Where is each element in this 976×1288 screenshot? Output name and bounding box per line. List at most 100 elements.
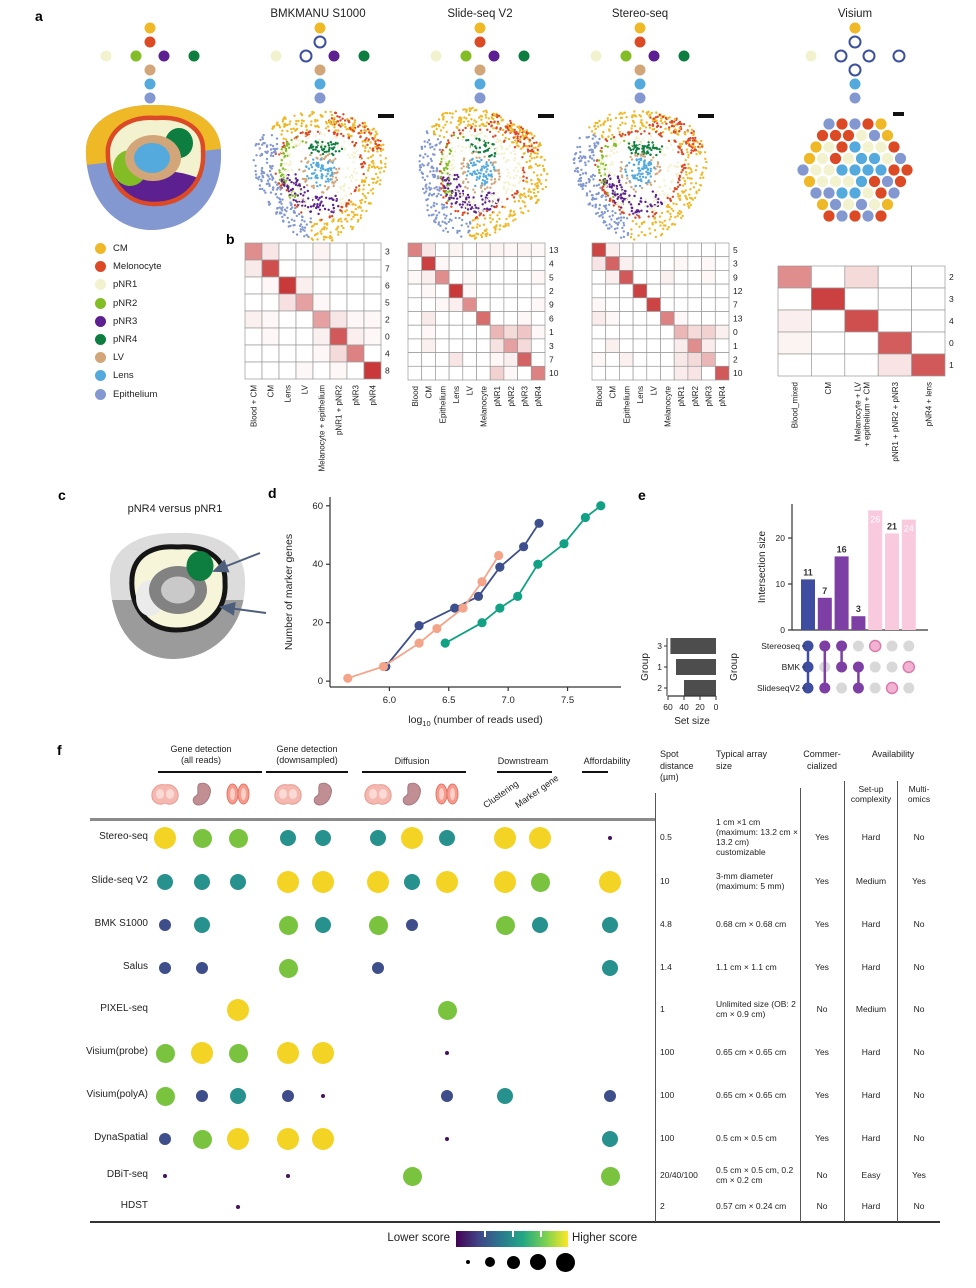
score-dot xyxy=(159,962,171,974)
spatial-map-bmk xyxy=(252,110,388,242)
score-dot xyxy=(155,1043,175,1063)
tissue-icon-brain xyxy=(151,784,179,805)
score-dot xyxy=(227,1128,249,1150)
header-typical-array-size: Typical array size xyxy=(716,749,768,771)
svg-text:0: 0 xyxy=(780,625,785,635)
score-dot xyxy=(157,874,173,890)
score-dot xyxy=(494,827,516,849)
score-dot xyxy=(282,1090,294,1102)
legend-label: CM xyxy=(113,243,128,254)
score-dot xyxy=(494,871,516,893)
svg-text:4: 4 xyxy=(949,316,954,326)
svg-text:20: 20 xyxy=(776,533,786,543)
multi-omics-value: No xyxy=(913,1133,925,1144)
legend-swatch xyxy=(95,333,106,345)
setup-complexity-value: Hard xyxy=(861,1201,881,1212)
array-size-value: 0.68 cm × 0.68 cm xyxy=(716,919,787,930)
svg-text:20: 20 xyxy=(695,702,705,712)
score-dot xyxy=(194,917,210,933)
score-dot xyxy=(600,1166,620,1186)
size-legend-dot xyxy=(506,1255,520,1269)
svg-text:BMK: BMK xyxy=(782,662,801,672)
setup-complexity-value: Hard xyxy=(861,1047,881,1058)
score-dot xyxy=(315,917,331,933)
commercialized-value: Yes xyxy=(815,832,829,843)
header-underline xyxy=(362,771,466,773)
svg-text:11: 11 xyxy=(803,567,813,577)
svg-text:2: 2 xyxy=(385,315,390,325)
cluster-tree-slideseq xyxy=(430,22,530,104)
svg-text:2: 2 xyxy=(949,272,954,282)
legend-item-melonocyte: Melonocyte xyxy=(95,259,225,274)
svg-text:2: 2 xyxy=(549,286,554,296)
score-dot xyxy=(312,1128,334,1150)
svg-text:12: 12 xyxy=(733,286,743,296)
eye-cartoon-reference xyxy=(85,104,222,230)
svg-text:Blood + CM: Blood + CM xyxy=(250,385,259,427)
svg-text:40: 40 xyxy=(679,702,689,712)
svg-text:24: 24 xyxy=(904,524,914,534)
svg-text:CM: CM xyxy=(425,386,434,399)
svg-text:Melanocyte + LV+ epithelium +: Melanocyte + LV+ epithelium + CM xyxy=(854,381,872,447)
spot-distance-value: 0.5 xyxy=(660,832,672,843)
legend-swatch xyxy=(95,370,106,382)
heatmap-bmk: 3 7 6 5 2 0 4 8 Blood + CM CM Lens LV Melanocyte + e… xyxy=(244,242,390,472)
setup-complexity-value: Hard xyxy=(861,962,881,973)
panel-f-label: f xyxy=(57,742,62,758)
svg-text:Set size: Set size xyxy=(674,716,710,727)
header-commercialized: Commer-cialized xyxy=(803,749,841,771)
cluster-tree-visium xyxy=(805,22,906,104)
header-underline xyxy=(158,771,262,773)
tissue-icon-brain xyxy=(364,784,392,805)
legend-label: pNR3 xyxy=(113,315,138,327)
commercialized-value: No xyxy=(816,1170,828,1181)
setup-complexity-value: Easy xyxy=(861,1170,881,1181)
header-underline xyxy=(497,771,552,773)
svg-text:3: 3 xyxy=(549,341,554,351)
downstream-marker-gene-label: Marker gene xyxy=(513,772,561,810)
cell-type-legend: CM Melonocyte pNR1 pNR2 pNR3 pNR4 LV Lens Epithe… xyxy=(95,241,225,405)
tech-label: Stereo-seq xyxy=(99,831,148,842)
score-dot xyxy=(602,917,618,933)
legend-swatch xyxy=(95,388,106,400)
score-dot xyxy=(370,830,386,846)
group-header-downstream: Downstream xyxy=(497,756,549,766)
tech-label: Salus xyxy=(122,961,148,972)
title-stereo-seq: Stereo-seq xyxy=(611,8,669,20)
score-dot xyxy=(192,1129,212,1149)
setup-complexity-value: Hard xyxy=(861,1133,881,1144)
svg-text:13: 13 xyxy=(549,245,559,255)
legend-label: pNR1 xyxy=(113,279,138,291)
legend-label: pNR4 xyxy=(113,333,138,345)
svg-text:3: 3 xyxy=(385,247,390,257)
score-dot xyxy=(495,915,515,935)
svg-text:pNR1 + pNR2: pNR1 + pNR2 xyxy=(335,384,344,435)
table-divider xyxy=(655,793,656,1222)
commercialized-value: Yes xyxy=(815,876,829,887)
svg-text:2: 2 xyxy=(733,354,738,364)
tech-label: DBiT-seq xyxy=(106,1169,148,1180)
svg-text:4: 4 xyxy=(385,349,390,359)
svg-text:Number of marker genes: Number of marker genes xyxy=(283,534,295,650)
header-spot-distance: Spot distance (µm) xyxy=(660,749,694,782)
score-dot xyxy=(404,874,420,890)
svg-text:10: 10 xyxy=(733,368,743,378)
svg-text:CM: CM xyxy=(609,386,618,399)
legend-label: Lens xyxy=(113,370,134,382)
marker-genes-chart: 0 20 40 60 6.0 6.5 7.0 7.5 Number of marker gene… xyxy=(283,497,621,728)
commercialized-value: Yes xyxy=(815,919,829,930)
title-visium: Visium xyxy=(837,8,873,20)
svg-text:6.5: 6.5 xyxy=(442,695,455,706)
svg-text:8: 8 xyxy=(385,366,390,376)
legend-item-lv: LV xyxy=(95,350,225,365)
lower-score-label: Lower score xyxy=(387,1232,450,1244)
tech-label: PIXEL-seq xyxy=(100,1003,148,1014)
score-dot xyxy=(445,1137,449,1141)
score-dot xyxy=(441,1090,453,1102)
table-divider xyxy=(897,781,898,1222)
multi-omics-value: Yes xyxy=(912,1170,926,1181)
tissue-icon-embryo xyxy=(402,782,421,806)
array-size-value: 1.1 cm × 1.1 cm xyxy=(716,962,777,973)
svg-text:9: 9 xyxy=(549,300,554,310)
